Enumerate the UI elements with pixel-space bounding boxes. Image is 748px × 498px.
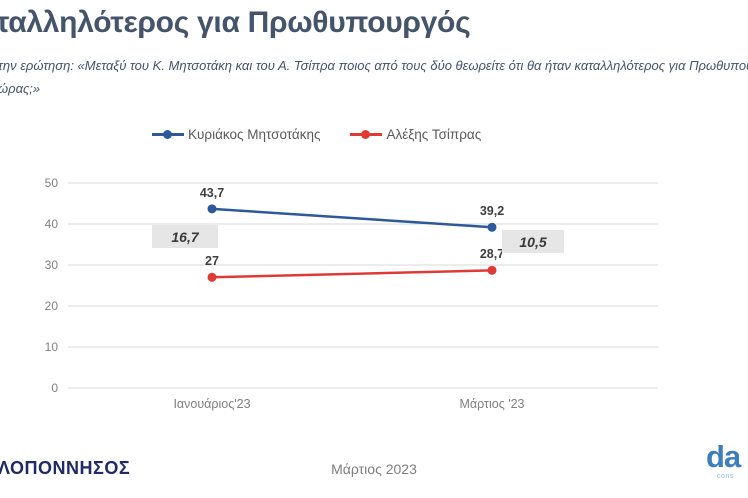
data-point-label: 28,7: [479, 247, 505, 262]
question-subtitle-line2: ώρας;»: [0, 81, 41, 96]
data-consultants-logo-subtext: cons: [717, 473, 734, 480]
data-point-label: 39,2: [479, 204, 505, 219]
data-point: [207, 204, 217, 214]
difference-annotation-box: 16,7: [152, 225, 218, 248]
footer-date: Μάρτιος 2023: [331, 461, 417, 477]
difference-annotation-box: 10,5: [502, 230, 564, 253]
chart-legend: Κυριάκος Μητσοτάκης Αλέξης Τσίπρας: [152, 127, 481, 142]
series-line-1: [211, 269, 493, 279]
peloponnisos-logo: ΛΟΠΟΝΝΗΣΟΣ: [0, 458, 131, 478]
x-axis-category-label: Ιανουάριος'23: [173, 397, 251, 411]
legend-line-marker-icon: [350, 130, 383, 139]
y-axis-tick-label: 30: [44, 258, 58, 272]
series-line-0: [211, 207, 493, 229]
legend-label: Κυριάκος Μητσοτάκης: [188, 127, 321, 142]
page-title: ταλληλότερος για Πρωθυπουργός: [0, 6, 471, 39]
data-point: [487, 222, 497, 232]
question-subtitle: την ερώτηση: «Μεταξύ του Κ. Μητσοτάκη κα…: [0, 54, 748, 100]
y-axis-tick-label: 40: [44, 217, 58, 231]
data-point-label: 27: [205, 254, 219, 269]
legend-item-mitsotakis: Κυριάκος Μητσοτάκης: [152, 127, 320, 142]
legend-line-marker-icon: [152, 130, 184, 139]
legend-label: Αλέξης Τσίπρας: [386, 127, 482, 142]
y-axis-tick-label: 50: [44, 176, 58, 190]
data-consultants-logo: da: [706, 439, 741, 474]
legend-item-tsipras: Αλέξης Τσίπρας: [350, 127, 481, 142]
legend-dot-icon: [163, 130, 172, 139]
data-point-label: 43,7: [199, 185, 225, 200]
legend-dot-icon: [361, 130, 371, 139]
y-axis-tick-label: 0: [51, 381, 58, 395]
y-axis-tick-label: 20: [44, 299, 58, 313]
y-axis-tick-label: 10: [44, 340, 58, 354]
data-point: [207, 272, 217, 282]
x-axis-category-label: Μάρτιος '23: [459, 397, 525, 411]
question-subtitle-line1: την ερώτηση: «Μεταξύ του Κ. Μητσοτάκη κα…: [0, 58, 748, 73]
data-point: [487, 265, 497, 275]
